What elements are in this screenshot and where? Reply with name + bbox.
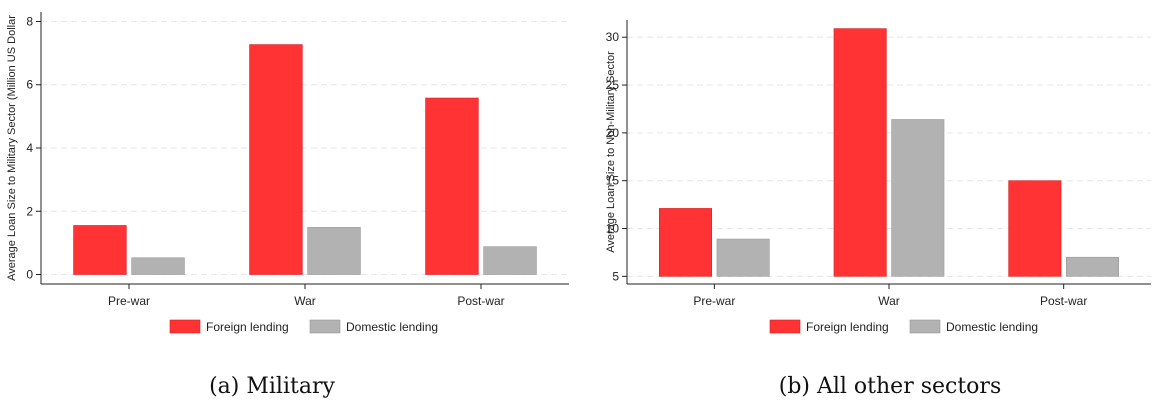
x-tick-label: Post-war (1040, 294, 1087, 308)
legend-swatch-foreign (169, 319, 201, 334)
bar-domestic-war (307, 227, 361, 275)
y-tick-label: 25 (606, 78, 620, 92)
legend-label-foreign: Foreign lending (806, 320, 889, 334)
y-tick-label: 0 (26, 268, 33, 282)
y-tick-label: 8 (26, 14, 33, 28)
chart-military: 0 2 4 6 8 Average Loan Size to Military Secto… (6, 12, 569, 399)
bar-foreign-war (833, 28, 887, 277)
y-tick-label: 5 (612, 269, 619, 283)
legend-swatch-domestic (909, 319, 941, 334)
bar-domestic-post-war (483, 246, 537, 275)
y-tick-label: 2 (26, 204, 33, 218)
caption: (b) All other sectors (779, 374, 1002, 399)
legend-label-domestic: Domestic lending (346, 320, 438, 334)
legend: Foreign lending Domestic lending (769, 319, 1038, 334)
y-tick-label: 15 (606, 174, 620, 188)
legend-label-domestic: Domestic lending (946, 320, 1038, 334)
bar-foreign-pre-war (73, 225, 127, 275)
chart-other-sectors: 5 10 15 20 25 30 Average Loan Size to Non-Mili… (605, 20, 1151, 399)
bar-domestic-war (891, 119, 945, 277)
y-axis-label: Average Loan Size to Military Sector (Mi… (6, 15, 18, 281)
y-tick-label: 20 (606, 126, 620, 140)
legend-swatch-foreign (769, 319, 801, 334)
bar-domestic-pre-war (131, 257, 185, 275)
bar-foreign-post-war (425, 97, 479, 275)
bar-foreign-post-war (1008, 180, 1062, 277)
y-tick-label: 6 (26, 78, 33, 92)
y-tick-label: 4 (26, 141, 33, 155)
bar-foreign-war (249, 44, 303, 275)
legend-swatch-domestic (309, 319, 341, 334)
bar-domestic-pre-war (716, 238, 770, 277)
y-tick-label: 30 (606, 30, 620, 44)
x-tick-label: War (294, 294, 316, 308)
caption: (a) Military (209, 374, 335, 399)
legend-label-foreign: Foreign lending (206, 320, 289, 334)
legend: Foreign lending Domestic lending (169, 319, 438, 334)
x-tick-label: Pre-war (693, 294, 735, 308)
x-tick-label: Post-war (457, 294, 504, 308)
x-tick-label: Pre-war (108, 294, 150, 308)
y-tick-label: 10 (606, 222, 620, 236)
y-axis-label: Average Loan Size to Non-Military Sector (605, 51, 617, 253)
bar-foreign-pre-war (659, 208, 713, 277)
x-tick-label: War (878, 294, 900, 308)
bar-domestic-post-war (1065, 256, 1119, 277)
